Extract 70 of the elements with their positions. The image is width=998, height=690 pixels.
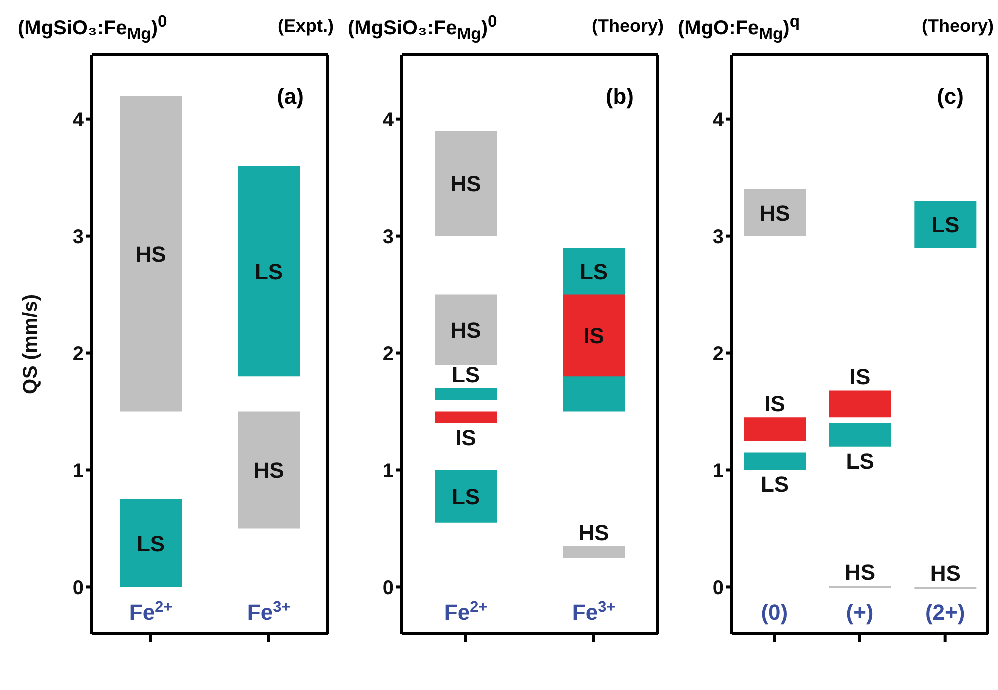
- x-tick-label: Fe$^{2+}$: [444, 598, 488, 625]
- y-axis-title: QS (mm/s): [20, 294, 42, 395]
- chart-title: (MgO:Fe$_{Mg}$)$^{q}$: [678, 12, 800, 45]
- y-tick-label: 2: [72, 343, 84, 366]
- y-tick-label: 3: [382, 226, 394, 248]
- y-tick-label: 3: [712, 226, 724, 248]
- text: HS: [760, 200, 790, 226]
- x-tick-label: (2+): [925, 600, 966, 625]
- bar: [435, 470, 497, 523]
- bar: [435, 388, 497, 400]
- bar: [120, 96, 182, 412]
- text: HS: [450, 172, 482, 197]
- bar: [238, 166, 300, 377]
- bar: [829, 390, 892, 418]
- bar: [563, 294, 625, 377]
- text: IS: [584, 324, 604, 349]
- text: HS: [254, 458, 284, 484]
- x-tick-label: (+): [846, 600, 874, 625]
- chart-subtitle: (Expt.): [278, 16, 334, 37]
- bar: [744, 190, 806, 236]
- text: IS: [850, 364, 871, 390]
- chart-subtitle: (Theory): [592, 16, 664, 37]
- series-label: HS: [845, 560, 876, 586]
- x-tick-label: Fe$^{2+}$: [129, 598, 173, 625]
- bar: [238, 412, 300, 529]
- series-label: HS: [450, 318, 482, 343]
- y-tick-label: 2: [712, 343, 724, 366]
- chart-subtitle: (Theory): [922, 16, 994, 37]
- x-tick-label: Fe$^{3+}$: [247, 598, 291, 625]
- bar: [744, 418, 806, 441]
- series-label: LS: [452, 362, 480, 388]
- y-tick-label: 1: [712, 460, 724, 482]
- series-label: LS: [760, 472, 790, 498]
- chart-title: (MgSiO₃:Fe$_{Mg}$)$^{0}$: [348, 12, 498, 45]
- y-tick-label: 1: [72, 460, 84, 482]
- series-label: LS: [452, 484, 480, 510]
- y-tick-label: 4: [72, 109, 85, 132]
- text: LS: [846, 448, 874, 474]
- annotation: (a): [277, 84, 304, 110]
- bar: [120, 499, 182, 588]
- y-tick-label: 2: [382, 343, 394, 366]
- y-tick-label: 1: [382, 460, 394, 482]
- bar: [914, 201, 977, 248]
- text: LS: [932, 212, 960, 238]
- annotation: (b): [606, 84, 634, 110]
- bar: [435, 412, 497, 424]
- y-tick-label: 4: [712, 109, 725, 132]
- text: LS: [254, 259, 284, 284]
- series-label: LS: [136, 531, 166, 556]
- x-tick-label: Fe$^{3+}$: [572, 598, 616, 625]
- chart-title: (MgSiO₃:Fe$_{Mg}$)$^{0}$: [18, 12, 168, 45]
- text: HS: [930, 561, 961, 586]
- bar: [435, 294, 497, 365]
- series-label: HS: [136, 242, 166, 267]
- text: LS: [580, 259, 608, 284]
- bar: [914, 587, 977, 590]
- bar: [435, 131, 497, 236]
- series-label: HS: [578, 520, 610, 546]
- annotation: (c): [937, 84, 964, 110]
- y-tick-label: 0: [712, 577, 724, 600]
- series-label: IS: [456, 425, 476, 450]
- bar: [563, 546, 625, 558]
- y-tick-label: 0: [72, 577, 84, 600]
- bar: [744, 452, 806, 470]
- x-tick-label: (0): [761, 600, 788, 625]
- series-label: IS: [764, 392, 786, 417]
- y-tick-label: 3: [72, 226, 84, 248]
- y-tick-label: 4: [382, 109, 395, 132]
- y-tick-label: 0: [382, 577, 394, 600]
- bar: [829, 423, 892, 447]
